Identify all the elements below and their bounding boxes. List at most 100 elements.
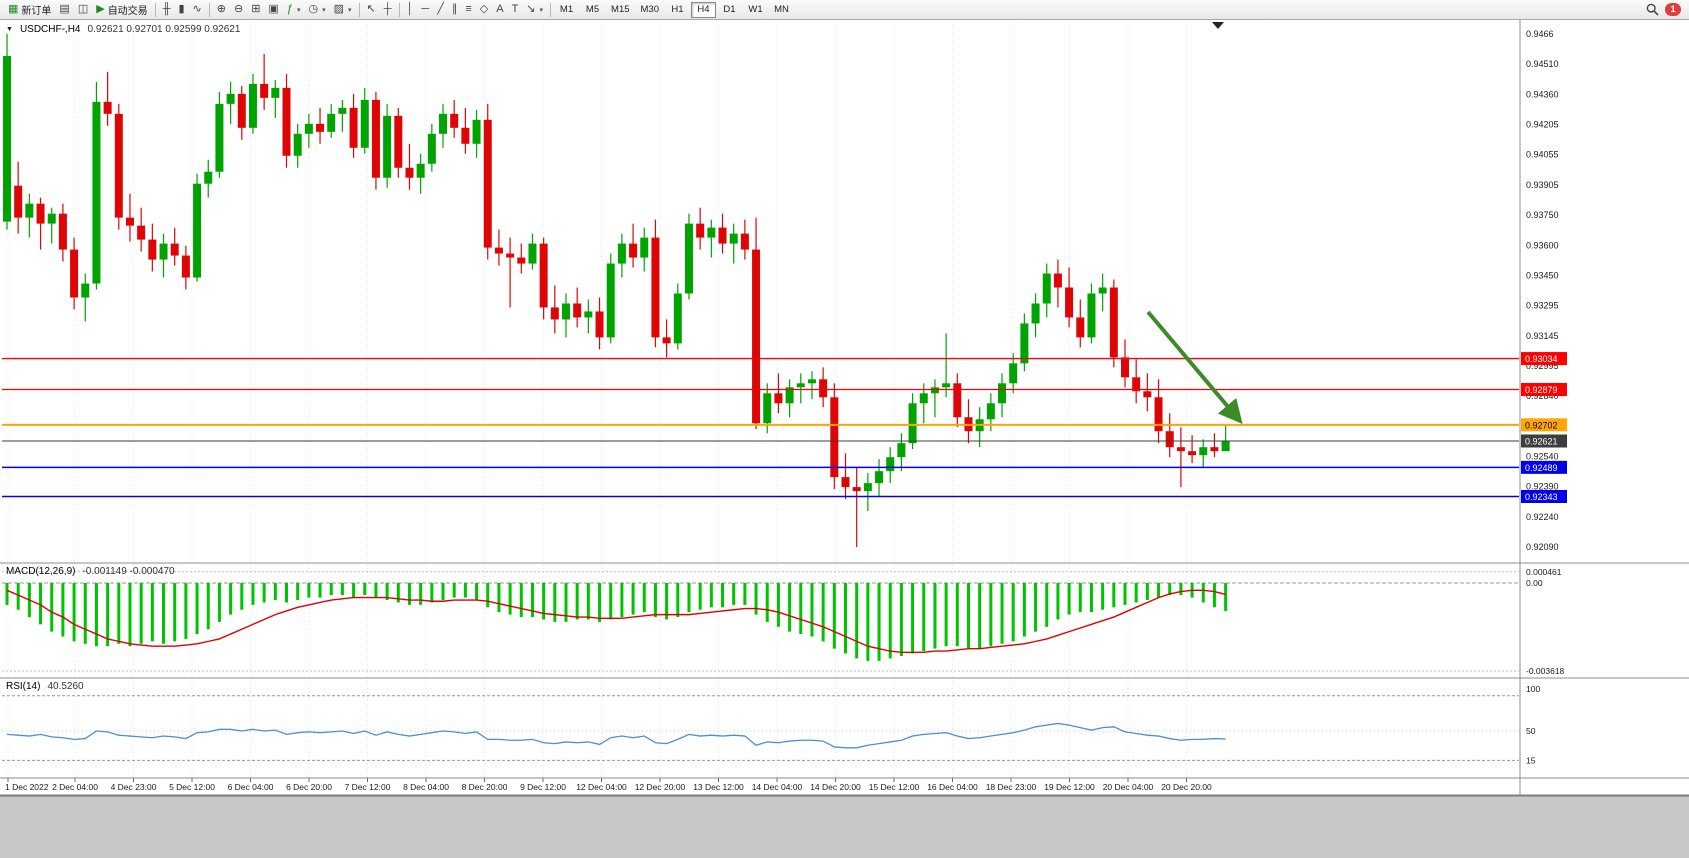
time-axis: 1 Dec 2022 2 Dec 04:00 4 Dec 23:00 5 Dec 12… bbox=[5, 778, 1212, 792]
profiles-button[interactable]: ◫ bbox=[74, 1, 92, 19]
svg-text:18 Dec 23:00: 18 Dec 23:00 bbox=[986, 782, 1037, 792]
new-chart-button[interactable]: ▤ bbox=[55, 1, 73, 19]
vertical-gridlines bbox=[7, 24, 1187, 778]
text-icon: A bbox=[496, 3, 504, 15]
bar-chart-button[interactable]: ╫ bbox=[159, 1, 175, 19]
toolbar-right-group: 1 bbox=[1646, 3, 1685, 16]
chart-shift-marker[interactable] bbox=[1212, 22, 1224, 29]
channel-tool-button[interactable]: ∥ bbox=[448, 1, 462, 19]
price-tag: 0.92879 bbox=[1521, 383, 1567, 397]
svg-text:14 Dec 20:00: 14 Dec 20:00 bbox=[810, 782, 861, 792]
timeframe-button-m1[interactable]: M1 bbox=[554, 2, 579, 18]
svg-text:0.92540: 0.92540 bbox=[1526, 452, 1559, 462]
svg-text:0.93750: 0.93750 bbox=[1526, 210, 1559, 220]
crosshair-tool-button[interactable]: ┼ bbox=[380, 1, 396, 19]
candlestick-series bbox=[3, 34, 1230, 547]
svg-text:0.00: 0.00 bbox=[1526, 578, 1543, 588]
indicators-button[interactable]: ƒ ▾ bbox=[283, 1, 305, 19]
auto-trading-label: 自动交易 bbox=[107, 6, 148, 17]
svg-text:12 Dec 20:00: 12 Dec 20:00 bbox=[635, 782, 686, 792]
toolbar-separator bbox=[154, 2, 156, 17]
label-tool-button[interactable]: T bbox=[508, 1, 523, 19]
timeframe-button-w1[interactable]: W1 bbox=[743, 2, 768, 18]
timeframe-button-m5[interactable]: M5 bbox=[580, 2, 605, 18]
timeframe-button-m30[interactable]: M30 bbox=[636, 2, 664, 18]
timeframe-button-d1[interactable]: D1 bbox=[717, 2, 742, 18]
svg-text:19 Dec 12:00: 19 Dec 12:00 bbox=[1044, 782, 1095, 792]
profiles-icon: ◫ bbox=[77, 3, 89, 15]
new-order-button[interactable]: ▦ 新订单 bbox=[4, 1, 55, 19]
chart-plot-area[interactable]: 0.9466 0.94510 0.94360 0.94205 0.94055 0.9390… bbox=[0, 20, 1689, 796]
svg-text:0.94510: 0.94510 bbox=[1526, 59, 1559, 69]
templates-button[interactable]: ▨ ▾ bbox=[330, 1, 356, 19]
svg-text:2 Dec 04:00: 2 Dec 04:00 bbox=[52, 782, 98, 792]
svg-text:5 Dec 12:00: 5 Dec 12:00 bbox=[169, 782, 215, 792]
vertical-line-tool-button[interactable]: │ bbox=[403, 1, 418, 19]
svg-text:13 Dec 12:00: 13 Dec 12:00 bbox=[693, 782, 744, 792]
shapes-tool-button[interactable]: ◇ bbox=[476, 1, 492, 19]
vertical-line-icon: │ bbox=[406, 3, 414, 15]
svg-text:15: 15 bbox=[1526, 755, 1536, 765]
rsi-axis: 100 50 15 bbox=[1526, 684, 1540, 765]
svg-text:0.94055: 0.94055 bbox=[1526, 150, 1559, 160]
shapes-icon: ◇ bbox=[479, 3, 489, 15]
svg-text:0.92879: 0.92879 bbox=[1525, 385, 1558, 395]
crosshair-icon: ┼ bbox=[383, 3, 392, 15]
svg-text:-0.003618: -0.003618 bbox=[1526, 666, 1565, 676]
svg-text:20 Dec 04:00: 20 Dec 04:00 bbox=[1103, 782, 1154, 792]
auto-trading-button[interactable]: ▶ 自动交易 bbox=[92, 1, 151, 19]
zoom-in-icon: ⊕ bbox=[216, 3, 226, 15]
svg-text:20 Dec 20:00: 20 Dec 20:00 bbox=[1161, 782, 1212, 792]
svg-text:0.93450: 0.93450 bbox=[1526, 270, 1559, 280]
svg-text:0.94360: 0.94360 bbox=[1526, 89, 1559, 99]
svg-text:12 Dec 04:00: 12 Dec 04:00 bbox=[576, 782, 627, 792]
horizontal-line-tool-button[interactable]: ─ bbox=[417, 1, 433, 19]
svg-text:0.92489: 0.92489 bbox=[1525, 463, 1558, 473]
text-tool-button[interactable]: A bbox=[492, 1, 507, 19]
rsi-line bbox=[6, 722, 1226, 749]
main-toolbar: ▦ 新订单 ▤ ◫ ▶ 自动交易 ╫ ▮ ∿ ⊕ ⊖ ⊞ ▣ ƒ ▾ ◷ ▾ ▨ ▾ … bbox=[0, 0, 1689, 20]
window-bottom-area bbox=[0, 796, 1689, 858]
svg-text:14 Dec 04:00: 14 Dec 04:00 bbox=[752, 782, 803, 792]
price-tag: 0.92489 bbox=[1521, 460, 1567, 474]
new-order-label: 新订单 bbox=[21, 6, 52, 17]
tile-windows-button[interactable]: ⊞ bbox=[247, 1, 264, 19]
new-order-icon: ▦ bbox=[8, 3, 19, 15]
cursor-icon: ↖ bbox=[366, 3, 376, 15]
timeframe-button-h1[interactable]: H1 bbox=[665, 2, 690, 18]
zoom-in-button[interactable]: ⊕ bbox=[213, 1, 230, 19]
notification-badge[interactable]: 1 bbox=[1665, 3, 1681, 16]
cursor-tool-button[interactable]: ↖ bbox=[363, 1, 380, 19]
svg-text:1 Dec 2022: 1 Dec 2022 bbox=[5, 782, 49, 792]
svg-text:100: 100 bbox=[1526, 684, 1540, 694]
svg-text:0.9466: 0.9466 bbox=[1526, 29, 1554, 39]
trend-arrow[interactable] bbox=[1146, 310, 1243, 425]
label-icon: T bbox=[511, 3, 519, 15]
rsi-panel bbox=[2, 695, 1519, 761]
svg-text:0.92390: 0.92390 bbox=[1526, 482, 1559, 492]
zoom-out-button[interactable]: ⊖ bbox=[230, 1, 247, 19]
trendline-tool-button[interactable]: ╱ bbox=[433, 1, 448, 19]
cascade-windows-button[interactable]: ▣ bbox=[264, 1, 282, 19]
candlestick-chart-button[interactable]: ▮ bbox=[174, 1, 188, 19]
timeframe-button-mn[interactable]: MN bbox=[769, 2, 794, 18]
arrows-tool-button[interactable]: ↘ ▾ bbox=[522, 1, 547, 19]
line-chart-button[interactable]: ∿ bbox=[189, 1, 206, 19]
fibonacci-tool-button[interactable]: ≡ bbox=[461, 1, 475, 19]
clock-icon: ◷ bbox=[308, 3, 319, 15]
svg-text:0.92343: 0.92343 bbox=[1525, 492, 1558, 502]
timeframe-button-h4[interactable]: H4 bbox=[691, 1, 716, 18]
svg-text:4 Dec 23:00: 4 Dec 23:00 bbox=[111, 782, 157, 792]
svg-text:8 Dec 20:00: 8 Dec 20:00 bbox=[462, 782, 508, 792]
search-icon[interactable] bbox=[1646, 3, 1659, 16]
horizontal-line-icon: ─ bbox=[421, 3, 430, 15]
indicators-icon: ƒ bbox=[286, 3, 293, 15]
svg-text:16 Dec 04:00: 16 Dec 04:00 bbox=[927, 782, 978, 792]
chart-window[interactable]: 0.9466 0.94510 0.94360 0.94205 0.94055 0.9390… bbox=[0, 20, 1689, 796]
chart-menu-icon[interactable]: ▼ bbox=[6, 26, 13, 33]
arrow-icon: ↘ bbox=[526, 3, 536, 15]
periods-button[interactable]: ◷ ▾ bbox=[304, 1, 329, 19]
svg-text:6 Dec 20:00: 6 Dec 20:00 bbox=[286, 782, 332, 792]
timeframe-button-m15[interactable]: M15 bbox=[606, 2, 634, 18]
